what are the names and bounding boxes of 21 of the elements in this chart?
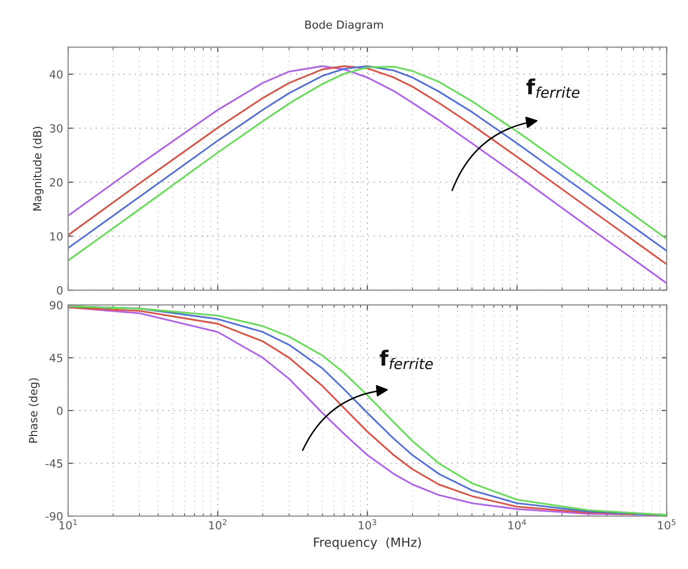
y-tick-label: 45 (50, 354, 62, 362)
y-tick-label: 90 (50, 300, 63, 310)
y-tick-label: 20 (50, 178, 63, 187)
y-tick-label: -90 (46, 512, 63, 520)
y-tick-label: 30 (50, 124, 63, 133)
x-tick-label: 10$^{3}$ (358, 519, 376, 530)
y-axis-title: Phase (deg) (28, 378, 40, 443)
chart-title: Bode Diagram (305, 20, 383, 31)
x-tick-label: 10$^{4}$ (508, 519, 526, 530)
y-axis-title: Magnitude (dB) (32, 126, 44, 210)
annotation: f$_{ferrite}$ (380, 350, 433, 370)
x-tick-label: 10$^{5}$ (658, 519, 676, 530)
y-tick-label: 0 (56, 406, 63, 415)
y-tick-label: 0 (56, 286, 63, 295)
y-tick-label: 40 (50, 70, 63, 79)
x-tick-label: 10$^{1}$ (60, 519, 77, 530)
y-tick-label: 10 (50, 232, 63, 241)
x-axis-title: Frequency (MHz) (314, 537, 421, 550)
annotation: f$_{ferrite}$ (526, 78, 580, 98)
x-tick-label: 10$^{2}$ (209, 519, 226, 530)
y-tick-label: -45 (46, 459, 62, 468)
